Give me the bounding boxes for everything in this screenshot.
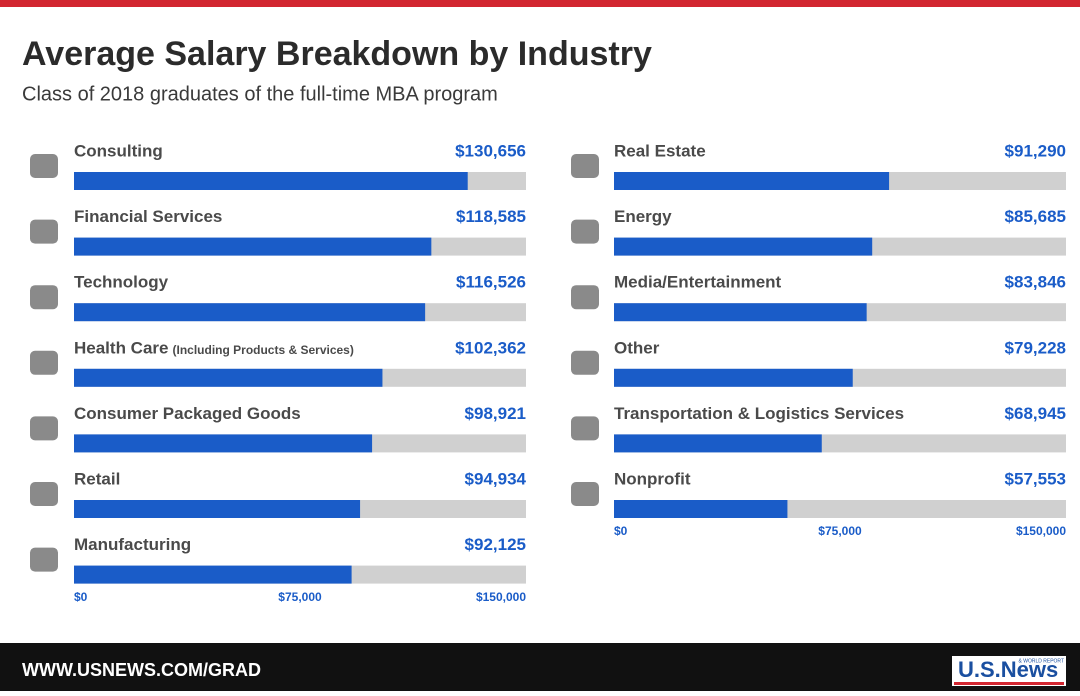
bar: [74, 434, 373, 453]
category-label: Transportation & Logistics Services: [614, 404, 904, 423]
x-tick-label: $75,000: [818, 524, 862, 538]
value-label: $98,921: [465, 404, 526, 423]
logo-box: [952, 656, 1066, 686]
category-icon: [571, 350, 599, 375]
bar: [74, 172, 468, 190]
x-tick-label: $150,000: [1016, 524, 1066, 538]
bar: [74, 565, 352, 584]
category-label: Other: [614, 338, 660, 357]
bar: [614, 172, 890, 190]
category-label: Consumer Packaged Goods: [74, 404, 301, 423]
logo-tagline: & WORLD REPORT: [1019, 658, 1064, 664]
bar: [614, 368, 853, 387]
top-stripe: [0, 0, 1080, 7]
category-label: Real Estate: [614, 141, 706, 160]
category-icon: [571, 285, 599, 310]
category-icon: [30, 350, 58, 375]
subtitle: Class of 2018 graduates of the full-time…: [22, 83, 498, 105]
category-note: (Including Products & Services): [172, 343, 353, 357]
value-label: $68,945: [1005, 404, 1066, 423]
x-tick-label: $75,000: [278, 590, 322, 604]
category-icon: [571, 416, 599, 441]
bar: [614, 434, 822, 453]
title: Average Salary Breakdown by Industry: [22, 35, 652, 73]
value-label: $57,553: [1005, 469, 1066, 488]
value-label: $130,656: [455, 141, 526, 160]
category-icon: [571, 219, 599, 244]
bar: [614, 500, 788, 518]
category-label: Nonprofit: [614, 469, 691, 488]
bar: [74, 368, 383, 387]
x-tick-label: $0: [74, 590, 88, 604]
bar: [614, 237, 873, 256]
category-icon: [30, 285, 58, 310]
value-label: $92,125: [465, 535, 526, 554]
category-label: Energy: [614, 207, 672, 226]
category-icon: [30, 416, 58, 441]
bar: [74, 303, 426, 322]
footer-url: WWW.USNEWS.COM/GRAD: [22, 660, 261, 680]
value-label: $91,290: [1005, 141, 1066, 160]
category-label: Health Care: [74, 338, 168, 357]
category-icon: [571, 154, 599, 178]
bar: [614, 303, 867, 322]
bar: [74, 500, 361, 518]
category-icon: [30, 482, 58, 506]
value-label: $102,362: [455, 338, 526, 357]
value-label: $118,585: [456, 207, 526, 226]
footer-bar: [0, 643, 1080, 691]
category-label: Media/Entertainment: [614, 273, 782, 292]
bar: [74, 237, 432, 256]
category-label: Consulting: [74, 141, 163, 160]
x-tick-label: $150,000: [476, 590, 526, 604]
value-label: $79,228: [1005, 338, 1066, 357]
logo: U.S.News: [958, 657, 1058, 682]
category-icon: [30, 219, 58, 244]
logo-stripe: [954, 682, 1064, 685]
category-label: Financial Services: [74, 207, 222, 226]
x-tick-label: $0: [614, 524, 628, 538]
value-label: $83,846: [1005, 273, 1066, 292]
category-icon: [30, 154, 58, 178]
value-label: $85,685: [1005, 207, 1066, 226]
value-label: $94,934: [465, 469, 527, 488]
category-label: Manufacturing: [74, 535, 191, 554]
category-icon: [571, 482, 599, 506]
category-label: Technology: [74, 273, 169, 292]
category-icon: [30, 547, 58, 572]
value-label: $116,526: [456, 273, 526, 292]
category-label: Retail: [74, 469, 120, 488]
